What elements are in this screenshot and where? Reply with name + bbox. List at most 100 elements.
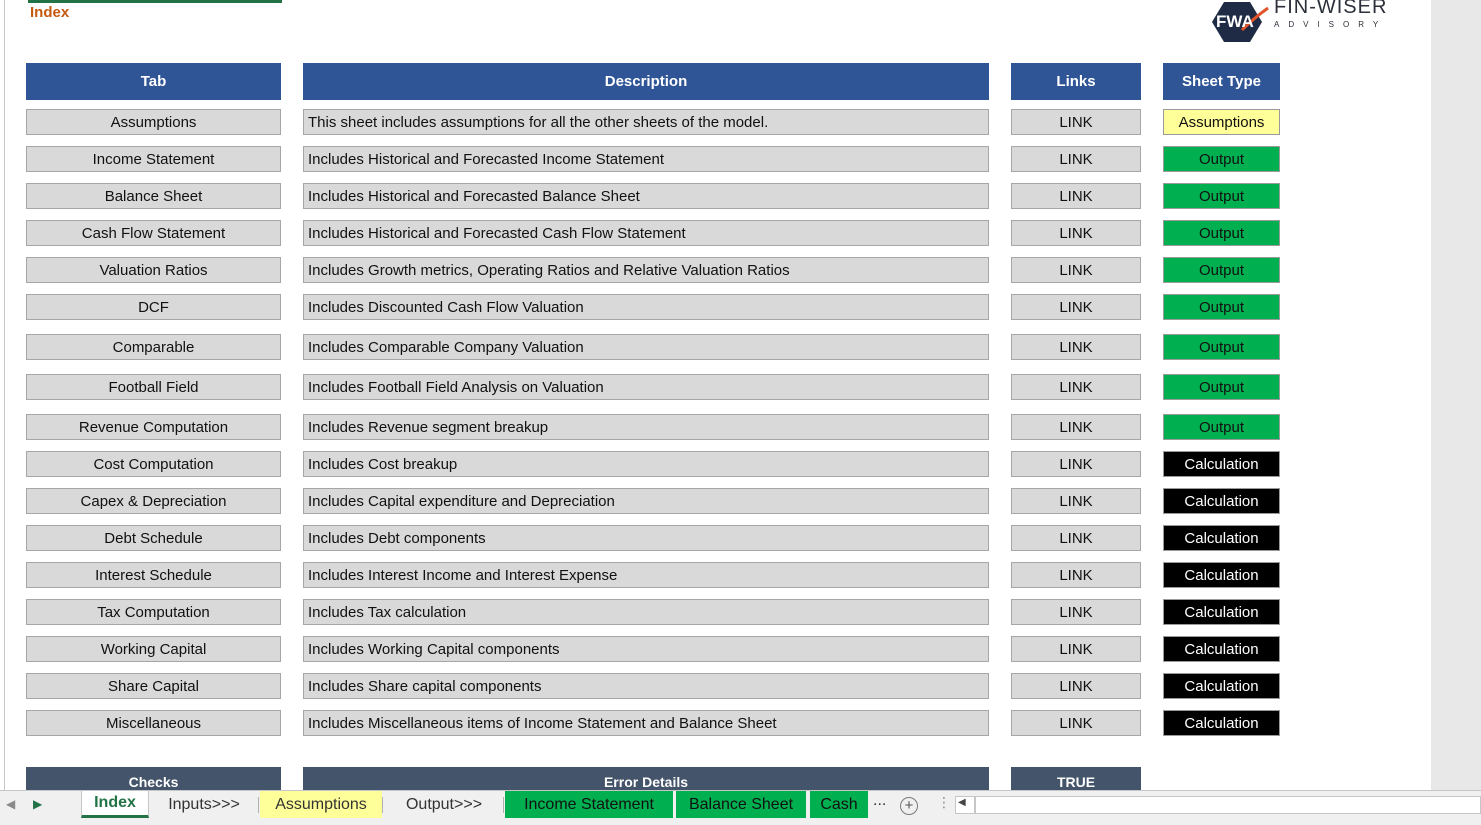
tab-name-cell[interactable]: Tax Computation (26, 599, 281, 625)
tab-name-cell[interactable]: Working Capital (26, 636, 281, 662)
sheet-type-cell[interactable]: Calculation (1163, 525, 1280, 551)
tab-name-cell[interactable]: Share Capital (26, 673, 281, 699)
horizontal-scrollbar[interactable]: ◀ (955, 796, 1481, 814)
tab-name-cell[interactable]: Income Statement (26, 146, 281, 172)
grid-left-line (4, 0, 5, 790)
sheet-type-cell[interactable]: Assumptions (1163, 109, 1280, 135)
link-cell[interactable]: LINK (1011, 599, 1141, 625)
link-cell[interactable]: LINK (1011, 183, 1141, 209)
link-cell[interactable]: LINK (1011, 374, 1141, 400)
header-tab: Tab (26, 63, 281, 100)
header-sheet-type: Sheet Type (1163, 63, 1280, 100)
sheet-type-cell[interactable]: Calculation (1163, 488, 1280, 514)
tab-separator (258, 797, 259, 813)
checks-header: Checks (26, 767, 281, 790)
header-links: Links (1011, 63, 1141, 100)
sheet-type-cell[interactable]: Calculation (1163, 636, 1280, 662)
sheet-type-cell[interactable]: Calculation (1163, 451, 1280, 477)
tab-name-cell[interactable]: Capex & Depreciation (26, 488, 281, 514)
description-cell[interactable]: Includes Capital expenditure and Depreci… (303, 488, 989, 514)
description-cell[interactable]: Includes Comparable Company Valuation (303, 334, 989, 360)
logo: FWA FIN-WISER ADVISORY (1202, 0, 1412, 44)
link-cell[interactable]: LINK (1011, 334, 1141, 360)
add-sheet-icon[interactable]: + (900, 797, 918, 815)
description-cell[interactable]: Includes Debt components (303, 525, 989, 551)
tab-name-cell[interactable]: Valuation Ratios (26, 257, 281, 283)
logo-tagline: ADVISORY (1274, 20, 1388, 29)
tab-name-cell[interactable]: Miscellaneous (26, 710, 281, 736)
sheet-tab-inputs[interactable]: Inputs>>> (168, 795, 240, 813)
link-cell[interactable]: LINK (1011, 673, 1141, 699)
link-cell[interactable]: LINK (1011, 109, 1141, 135)
description-cell[interactable]: Includes Miscellaneous items of Income S… (303, 710, 989, 736)
selection-border (28, 0, 282, 3)
description-cell[interactable]: Includes Historical and Forecasted Incom… (303, 146, 989, 172)
description-cell[interactable]: Includes Revenue segment breakup (303, 414, 989, 440)
tab-name-cell[interactable]: Debt Schedule (26, 525, 281, 551)
description-cell[interactable]: Includes Working Capital components (303, 636, 989, 662)
link-cell[interactable]: LINK (1011, 488, 1141, 514)
description-cell[interactable]: Includes Growth metrics, Operating Ratio… (303, 257, 989, 283)
description-cell[interactable]: Includes Football Field Analysis on Valu… (303, 374, 989, 400)
description-cell[interactable]: Includes Tax calculation (303, 599, 989, 625)
link-cell[interactable]: LINK (1011, 146, 1141, 172)
sheet-type-cell[interactable]: Calculation (1163, 599, 1280, 625)
scrollbar-thumb[interactable] (974, 797, 976, 813)
tab-name-cell[interactable]: DCF (26, 294, 281, 320)
sheet-tab-cash[interactable]: Cash (810, 791, 868, 818)
link-cell[interactable]: LINK (1011, 525, 1141, 551)
tab-splitter-handle[interactable]: ⋮ (937, 794, 951, 810)
check-status: TRUE (1011, 767, 1141, 790)
sheet-type-cell[interactable]: Output (1163, 374, 1280, 400)
sheet-type-cell[interactable]: Calculation (1163, 562, 1280, 588)
sheet-type-cell[interactable]: Output (1163, 220, 1280, 246)
link-cell[interactable]: LINK (1011, 414, 1141, 440)
tab-name-cell[interactable]: Cash Flow Statement (26, 220, 281, 246)
tab-name-cell[interactable]: Revenue Computation (26, 414, 281, 440)
sheet-tab-output[interactable]: Output>>> (405, 795, 483, 813)
link-cell[interactable]: LINK (1011, 710, 1141, 736)
sheet-type-cell[interactable]: Output (1163, 257, 1280, 283)
link-cell[interactable]: LINK (1011, 451, 1141, 477)
more-tabs-button[interactable]: ... (873, 792, 887, 809)
description-cell[interactable]: Includes Historical and Forecasted Balan… (303, 183, 989, 209)
scroll-tabs-right-icon[interactable]: ▶ (33, 797, 43, 811)
tab-name-cell[interactable]: Football Field (26, 374, 281, 400)
sheet-type-cell[interactable]: Output (1163, 334, 1280, 360)
link-cell[interactable]: LINK (1011, 636, 1141, 662)
tab-name-cell[interactable]: Comparable (26, 334, 281, 360)
sheet-type-cell[interactable]: Output (1163, 414, 1280, 440)
tab-separator (503, 797, 504, 813)
svg-text:FWA: FWA (1216, 12, 1254, 31)
sheet-tab-balance-sheet[interactable]: Balance Sheet (676, 791, 806, 818)
sheet-type-cell[interactable]: Output (1163, 294, 1280, 320)
tab-name-cell[interactable]: Assumptions (26, 109, 281, 135)
sheet-tab-bar: ◀ ▶ Index Inputs>>> Assumptions Output>>> In… (0, 790, 1481, 825)
link-cell[interactable]: LINK (1011, 294, 1141, 320)
sheet-type-cell[interactable]: Calculation (1163, 673, 1280, 699)
description-cell[interactable]: Includes Interest Income and Interest Ex… (303, 562, 989, 588)
tab-name-cell[interactable]: Interest Schedule (26, 562, 281, 588)
description-cell[interactable]: Includes Cost breakup (303, 451, 989, 477)
link-cell[interactable]: LINK (1011, 220, 1141, 246)
description-cell[interactable]: Includes Historical and Forecasted Cash … (303, 220, 989, 246)
sheet-tab-index[interactable]: Index (81, 791, 149, 818)
fwa-logo-icon: FWA (1212, 2, 1269, 42)
right-gutter (1431, 0, 1481, 790)
description-cell[interactable]: This sheet includes assumptions for all … (303, 109, 989, 135)
sheet-tab-income-statement[interactable]: Income Statement (505, 791, 673, 818)
sheet-tab-assumptions[interactable]: Assumptions (260, 791, 382, 818)
tab-name-cell[interactable]: Balance Sheet (26, 183, 281, 209)
description-cell[interactable]: Includes Discounted Cash Flow Valuation (303, 294, 989, 320)
tab-separator (382, 797, 383, 813)
scroll-tabs-left-icon[interactable]: ◀ (6, 797, 16, 811)
scroll-left-icon[interactable]: ◀ (958, 797, 966, 808)
sheet-type-cell[interactable]: Output (1163, 183, 1280, 209)
link-cell[interactable]: LINK (1011, 562, 1141, 588)
link-cell[interactable]: LINK (1011, 257, 1141, 283)
logo-name: FIN-WISER (1274, 0, 1388, 18)
description-cell[interactable]: Includes Share capital components (303, 673, 989, 699)
sheet-type-cell[interactable]: Output (1163, 146, 1280, 172)
tab-name-cell[interactable]: Cost Computation (26, 451, 281, 477)
sheet-type-cell[interactable]: Calculation (1163, 710, 1280, 736)
